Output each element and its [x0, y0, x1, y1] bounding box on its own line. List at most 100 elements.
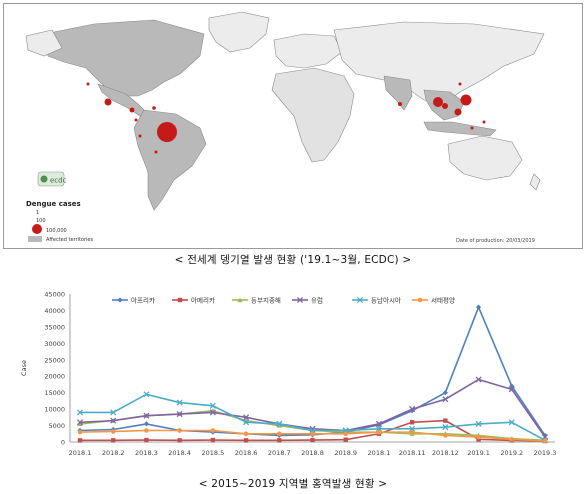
data-point-marker — [343, 431, 349, 437]
indonesia-landmass — [423, 121, 497, 137]
data-point-marker — [310, 437, 315, 443]
data-point-marker — [443, 433, 448, 438]
x-tick-label: 2018.2 — [102, 449, 125, 457]
data-point-marker — [442, 424, 449, 431]
legend-entry: 아메리카 — [172, 296, 215, 305]
data-point-marker — [143, 421, 150, 427]
data-point-marker — [276, 422, 282, 428]
australia-landmass — [447, 135, 523, 181]
x-tick-label: 2018.12 — [432, 449, 459, 457]
data-point-marker — [409, 429, 415, 435]
x-tick-label: 2018.3 — [135, 449, 158, 457]
south-america-landmass — [133, 109, 207, 211]
legend-label: 서태평양 — [431, 296, 455, 305]
bubble-brazil — [157, 122, 177, 142]
bubble-thailand — [433, 97, 443, 107]
data-point-marker — [375, 425, 382, 432]
data-point-marker — [143, 391, 150, 398]
legend-bubble — [32, 224, 42, 234]
chart-legend: 아프리카 아메리카 동부지중해 유럽 동남아시아 서태평양 — [112, 296, 455, 305]
x-tick-label: 2019.3 — [534, 449, 557, 457]
data-point-marker — [177, 428, 182, 433]
map-legend: Dengue cases 1 100 100,000 Affected terr… — [26, 200, 93, 243]
data-point-marker — [309, 427, 316, 434]
y-tick-label: 25000 — [44, 356, 65, 364]
data-point-marker — [177, 438, 182, 443]
data-point-marker — [417, 297, 423, 303]
data-point-marker — [343, 437, 348, 442]
bubble-china — [458, 82, 462, 86]
data-point-marker — [144, 437, 149, 443]
chart-series — [76, 304, 549, 444]
data-point-marker — [243, 414, 250, 421]
bubble-caribbean — [152, 106, 156, 110]
legend-affected-label: Affected territories — [46, 237, 93, 243]
data-point-marker — [442, 396, 449, 403]
bubble-paraguay — [154, 150, 158, 154]
data-point-marker — [144, 428, 149, 433]
world-map: ecdc Dengue cases 1 100 100,000 Affected… — [4, 4, 582, 248]
y-tick-label: 45000 — [44, 291, 65, 299]
data-point-marker — [110, 417, 117, 424]
y-tick-label: 15000 — [44, 389, 65, 397]
dengue-map-panel: ecdc Dengue cases 1 100 100,000 Affected… — [3, 3, 583, 249]
legend-label: 유럽 — [311, 296, 323, 305]
data-point-marker — [409, 406, 416, 413]
x-tick-label: 2018.9 — [334, 449, 357, 457]
data-point-marker — [508, 386, 515, 393]
data-point-marker — [376, 429, 382, 435]
data-point-marker — [110, 409, 117, 416]
data-point-marker — [443, 418, 448, 423]
data-point-marker — [210, 437, 216, 443]
legend-scale-100000: 100,000 — [46, 228, 67, 234]
data-point-marker — [243, 419, 250, 426]
bubble-peru — [134, 118, 138, 122]
greenland-landmass — [208, 11, 270, 53]
x-tick-label: 2018.4 — [168, 449, 191, 457]
chart-caption: < 2015~2019 지역별 홍역발생 현황 > — [198, 478, 388, 490]
data-point-marker — [243, 431, 249, 437]
legend-label: 동부지중해 — [251, 296, 281, 305]
y-tick-label: 10000 — [44, 406, 65, 414]
x-tick-label: 2018.6 — [235, 449, 258, 457]
new-zealand-landmass — [529, 173, 541, 191]
y-axis-title: Case — [20, 360, 28, 376]
x-tick-label: 2018.1 — [69, 449, 92, 457]
data-point-marker — [476, 434, 481, 440]
bubble-malaysia — [454, 108, 462, 116]
legend-entry: 동남아시아 — [352, 296, 401, 305]
data-point-marker — [76, 409, 84, 416]
data-point-marker — [210, 428, 216, 433]
data-point-marker — [176, 399, 183, 406]
y-tick-label: 20000 — [44, 373, 65, 381]
data-point-marker — [409, 420, 415, 425]
data-point-marker — [409, 408, 415, 414]
data-point-marker — [475, 420, 482, 427]
data-point-marker — [342, 427, 349, 434]
line-chart: 0 5000 10000 15000 20000 25000 30000 35000 40000… — [20, 291, 556, 458]
legend-label: 동남아시아 — [371, 296, 401, 305]
data-point-marker — [209, 409, 216, 416]
bubble-india — [398, 102, 402, 106]
series-group — [77, 428, 548, 444]
y-tick-label: 5000 — [48, 422, 65, 430]
data-point-marker — [117, 297, 123, 303]
data-point-marker — [276, 431, 282, 437]
ecdc-logo: ecdc — [37, 171, 67, 187]
data-point-marker — [76, 419, 84, 426]
africa-landmass — [271, 67, 355, 163]
data-point-marker — [111, 438, 116, 443]
legend-entry: 아프리카 — [112, 296, 155, 305]
south-asia-landmass — [383, 75, 413, 111]
data-point-marker — [277, 438, 282, 443]
bubble-indonesia — [470, 126, 474, 130]
data-point-marker — [143, 412, 150, 419]
alaska-landmass — [25, 29, 63, 57]
bubble-andes — [138, 134, 142, 138]
y-tick-label: 35000 — [44, 323, 65, 331]
x-tick-label: 2018.8 — [301, 449, 324, 457]
y-tick-label: 0 — [61, 439, 65, 447]
series-group — [76, 391, 549, 444]
chart-axes: 0 5000 10000 15000 20000 25000 30000 35000 40000… — [20, 291, 556, 458]
x-tick-label: 2018.11 — [399, 449, 426, 457]
